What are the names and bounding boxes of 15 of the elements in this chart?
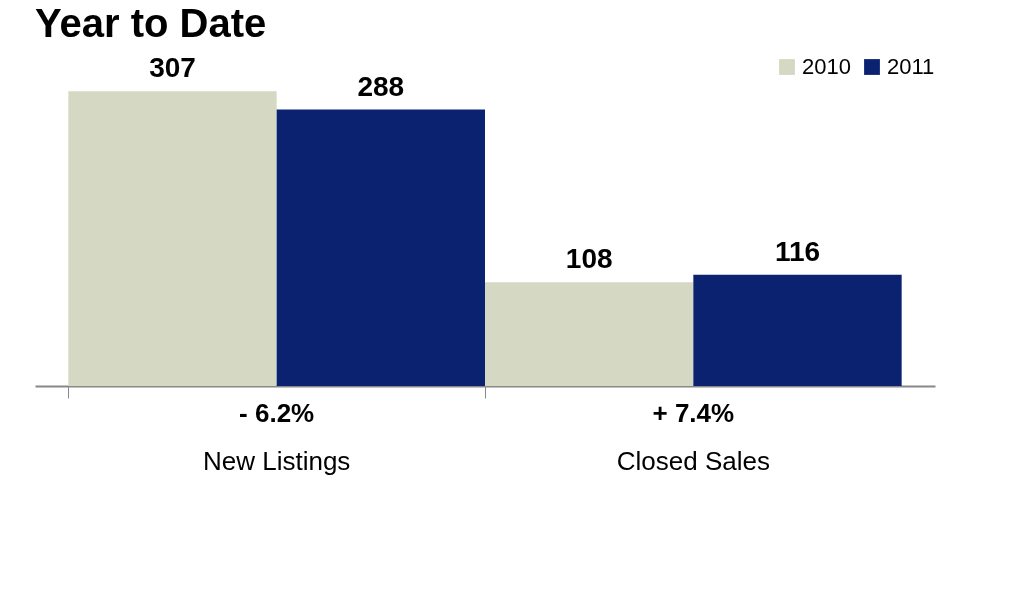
- text: - 6.2%: [239, 398, 315, 428]
- data-label: 288: [357, 70, 405, 102]
- bar: [276, 109, 485, 386]
- bar: [693, 274, 902, 386]
- text: + 7.4%: [652, 398, 735, 428]
- data-label: 307: [149, 52, 196, 84]
- chart-title: Year to Date: [35, 1, 267, 46]
- data-label: 116: [774, 235, 821, 267]
- legend-label: 2011: [887, 54, 935, 79]
- data-label: 108: [565, 243, 613, 275]
- bar: [68, 91, 277, 386]
- x-tick-label: Closed Sales: [616, 445, 770, 476]
- legend-label: 2010: [802, 54, 851, 79]
- x-tick-label: New Listings: [202, 445, 351, 476]
- bar: [485, 282, 694, 386]
